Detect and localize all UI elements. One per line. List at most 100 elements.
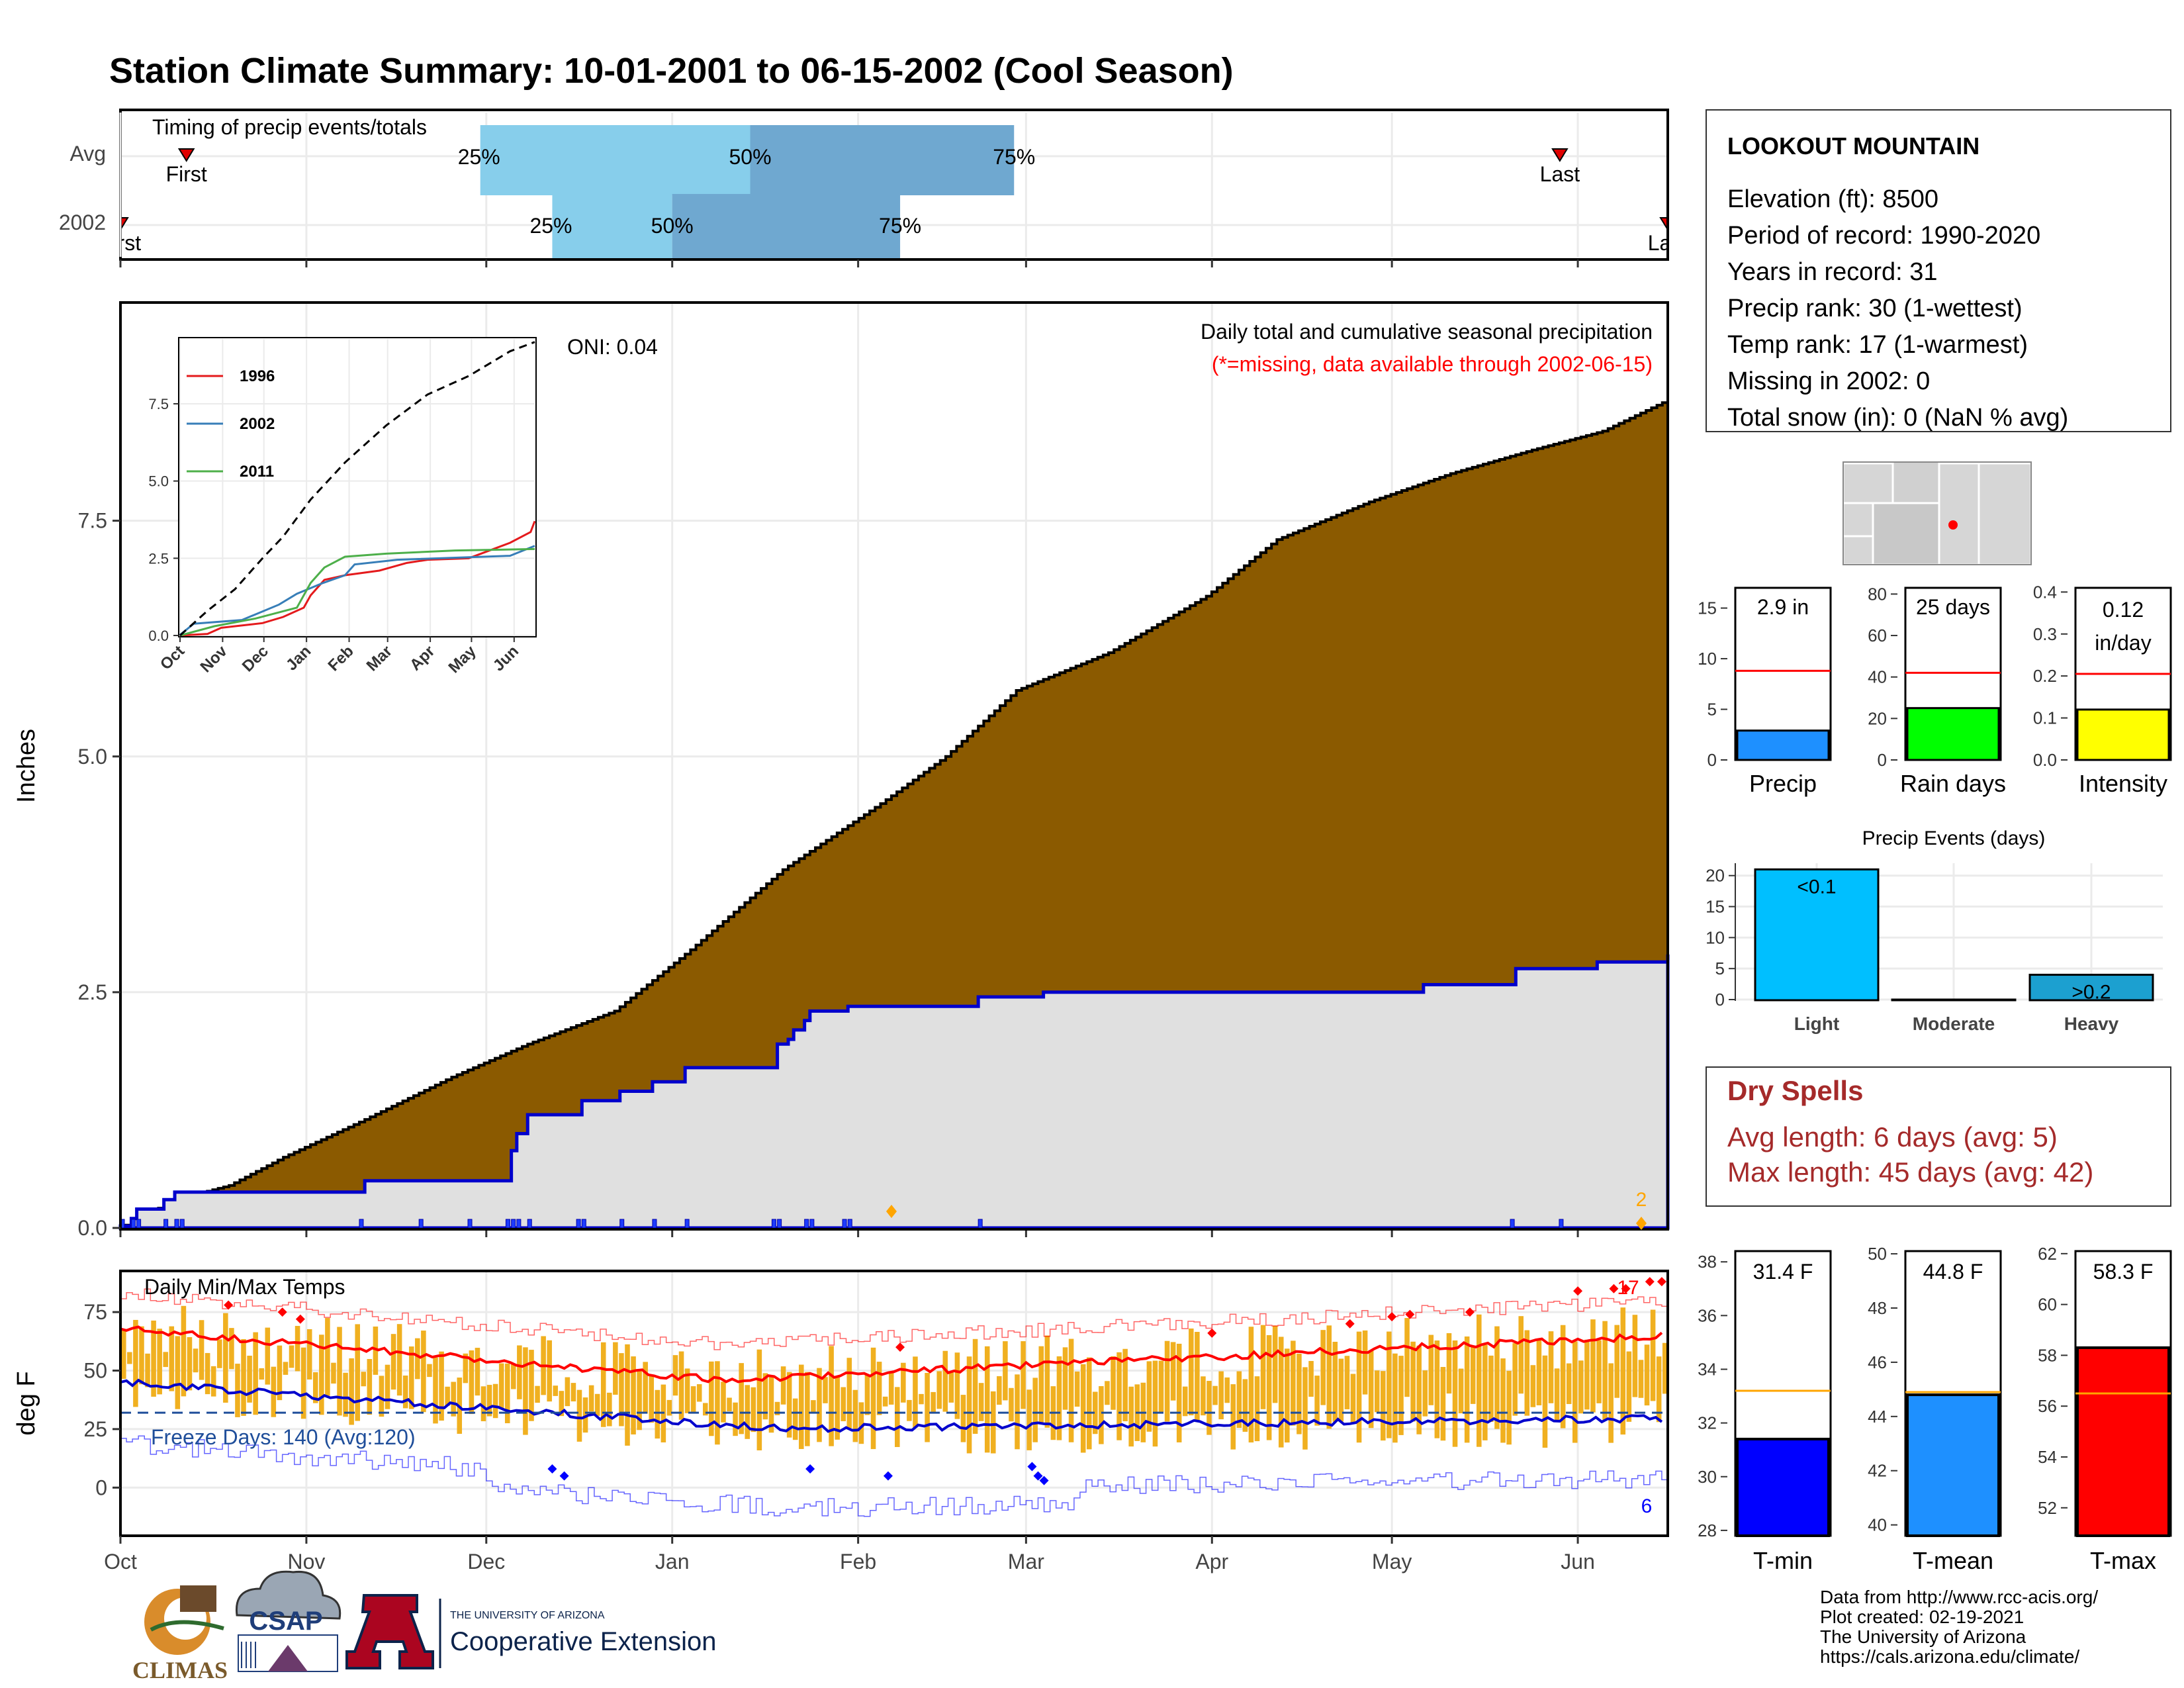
mini-bar-y-tick: 0 [1878, 750, 1887, 770]
precip-annotation-title: Daily total and cumulative seasonal prec… [1201, 320, 1653, 344]
temp-day-bar [1218, 1371, 1224, 1420]
freeze-days-label: Freeze Days: 140 (Avg:120) [151, 1425, 416, 1449]
temp-day-bar [721, 1382, 726, 1423]
temp-day-bar [1404, 1318, 1410, 1397]
temp-day-bar [613, 1342, 618, 1395]
month-tick-label: Oct [104, 1550, 137, 1573]
temp-day-bar [607, 1392, 612, 1427]
temp-day-bar [1201, 1376, 1206, 1416]
temp-day-bar [829, 1346, 834, 1446]
mini-bar-value-label: 2.9 in [1757, 595, 1809, 619]
temp-day-bar [480, 1386, 486, 1422]
temp-day-bar [1285, 1348, 1290, 1443]
temp-day-bar [1272, 1325, 1278, 1403]
record-low-marker [1027, 1462, 1037, 1472]
record-high-marker [1207, 1328, 1217, 1338]
record-low-line [120, 1435, 1668, 1517]
temp-bar-label: T-min [1753, 1547, 1813, 1574]
temp-day-bar [1458, 1368, 1464, 1414]
temp-day-bar [511, 1364, 516, 1389]
temp-day-bar [678, 1351, 684, 1420]
temp-bar-y-tick: 50 [1868, 1244, 1887, 1264]
daily-precip-bar [847, 1219, 852, 1229]
temp-day-bar [835, 1376, 840, 1440]
temp-day-bar [379, 1376, 385, 1417]
record-low-marker [547, 1464, 557, 1474]
temp-day-bar [559, 1391, 565, 1417]
temp-bar-y-tick: 38 [1698, 1252, 1717, 1272]
inset-y-tick-label: 5.0 [148, 473, 169, 490]
temp-day-bar [517, 1345, 522, 1399]
temp-day-bar [823, 1377, 828, 1403]
temp-day-bar [1152, 1360, 1158, 1447]
record-low-marker [559, 1471, 569, 1481]
temp-day-bar [498, 1363, 504, 1408]
temp-title: Daily Min/Max Temps [144, 1275, 345, 1299]
station-lines: Elevation (ft): 8500 Period of record: 19… [1727, 185, 2068, 432]
temp-day-bar [181, 1305, 187, 1397]
timing-p25-label: 25% [458, 145, 500, 169]
daily-precip-bar [978, 1219, 983, 1229]
daily-precip-bar [179, 1219, 185, 1229]
temp-day-bar [696, 1384, 702, 1402]
temp-day-bar [576, 1389, 582, 1442]
ua-logo: THE UNIVERSITY OF ARIZONA Cooperative Ex… [345, 1594, 716, 1669]
timing-title: Timing of precip events/totals [152, 115, 427, 139]
events-y-tick: 10 [1706, 927, 1725, 947]
temp-day-bar [1644, 1344, 1650, 1406]
temp-day-bar [1122, 1348, 1128, 1422]
temp-day-bar [385, 1364, 390, 1409]
daily-precip-bar [619, 1219, 625, 1229]
temp-day-bar [1368, 1350, 1374, 1429]
temp-day-bar [1260, 1325, 1266, 1409]
temp-day-bar [1056, 1356, 1062, 1440]
daily-precip-bar [163, 1219, 169, 1229]
temp-bar-value-label: 44.8 F [1923, 1260, 1983, 1284]
temp-day-bar [1116, 1352, 1122, 1440]
temp-day-bar [655, 1389, 660, 1439]
record-high-marker [224, 1300, 234, 1310]
station-line: Temp rank: 17 (1-warmest) [1727, 331, 2028, 359]
temp-day-bar [846, 1358, 852, 1429]
temp-day-bar [1362, 1330, 1368, 1395]
inset-legend-label: 1996 [240, 367, 275, 385]
temp-day-bar [1602, 1321, 1608, 1420]
temp-day-bar [1428, 1335, 1434, 1405]
station-line: Total snow (in): 0 (NaN % avg) [1727, 404, 2068, 432]
avg-low-line [120, 1378, 1663, 1433]
temp-day-bar [319, 1335, 324, 1415]
events-bars: <0.1 >0.2 [1754, 868, 2154, 1004]
temp-day-bar [1105, 1381, 1110, 1405]
csap-logo: CSAP [235, 1570, 341, 1672]
ua-logo-small: THE UNIVERSITY OF ARIZONA [450, 1610, 605, 1621]
temp-day-bar [1387, 1331, 1392, 1438]
temp-day-bar [690, 1386, 696, 1414]
temp-day-bar [1608, 1363, 1614, 1443]
station-info-box: LOOKOUT MOUNTAIN Elevation (ft): 8500 Per… [1706, 109, 2171, 432]
month-x-ticks: Oct Nov Dec Jan Feb Mar Apr May Jun [104, 1536, 1595, 1573]
month-tick-label: Dec [467, 1550, 505, 1573]
temp-day-bar [1266, 1335, 1272, 1440]
temp-day-bar [870, 1347, 876, 1450]
temp-day-bar [600, 1342, 606, 1427]
temp-bar-value-label: 58.3 F [2093, 1260, 2154, 1284]
temp-bar-y-tick: 54 [2038, 1447, 2057, 1467]
last-event-marker [1551, 148, 1569, 162]
temp-day-bar [1236, 1371, 1242, 1429]
inset-y-tick-label: 2.5 [148, 550, 169, 567]
temp-day-bar [199, 1320, 205, 1380]
temp-day-bar [151, 1320, 156, 1397]
temp-day-bar [1350, 1374, 1356, 1423]
temp-day-bar [882, 1396, 888, 1407]
temp-day-bar [1326, 1325, 1332, 1429]
temp-day-bar [1374, 1370, 1380, 1413]
temp-day-bar [1452, 1340, 1458, 1447]
events-y-tick: 20 [1706, 866, 1725, 886]
timing-panel: 25% 50% 75% First Last 25% 50% 75% First Last Tim… [59, 109, 1688, 267]
events-bar-light [1754, 868, 1880, 1002]
temp-day-bar [205, 1352, 210, 1395]
temp-day-bar [157, 1329, 162, 1395]
daily-precip-bar [418, 1219, 424, 1229]
temp-day-bar [216, 1339, 222, 1368]
last-event-label: Last [1648, 231, 1688, 255]
